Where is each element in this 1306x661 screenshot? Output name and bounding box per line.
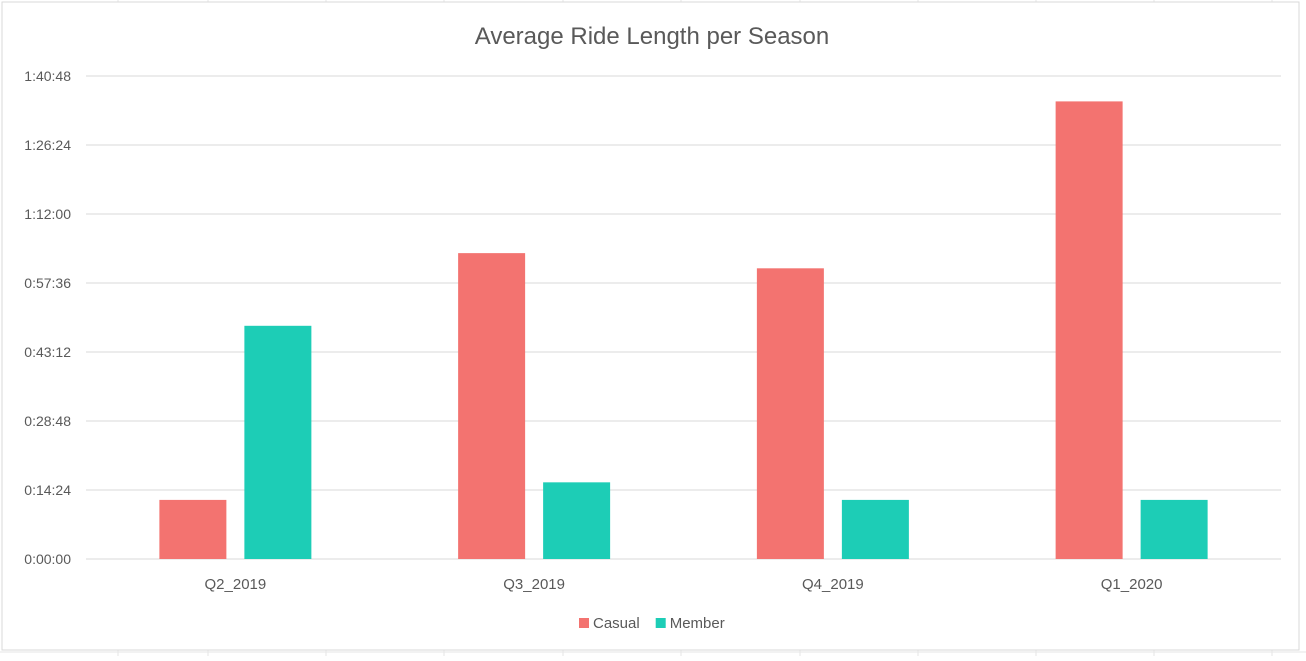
bar-member-q4_2019 [841,499,909,559]
y-tick-label: 0:43:12 [24,344,71,360]
y-tick-label: 1:40:48 [24,68,71,84]
bar-casual-q2_2019 [159,499,227,559]
legend: Casual Member [579,615,725,632]
y-tick-label: 0:57:36 [24,275,71,291]
bar-member-q2_2019 [244,325,312,559]
legend-swatch-member [655,618,666,628]
x-tick-label: Q1_2020 [1101,576,1163,593]
y-tick-label: 0:00:00 [24,551,71,567]
legend-swatch-casual [579,618,589,628]
y-axis-tick-labels: 0:00:00 0:14:24 0:28:48 0:43:12 0:57:36 1:12:… [24,68,71,567]
x-tick-label: Q4_2019 [802,576,864,593]
x-tick-label: Q3_2019 [503,576,565,593]
bar-member-q1_2020 [1140,499,1208,559]
y-tick-label: 1:12:00 [24,206,71,222]
legend-label-casual: Casual [593,615,640,632]
y-tick-label: 1:26:24 [24,137,71,153]
chart-title: Average Ride Length per Season [475,23,829,50]
legend-label-member: Member [670,615,725,632]
bar-casual-q4_2019 [756,268,824,559]
y-tick-label: 0:14:24 [24,482,71,498]
bar-member-q3_2019 [543,482,611,559]
x-axis-tick-labels: Q2_2019 Q3_2019 Q4_2019 Q1_2020 [205,576,1163,593]
y-tick-label: 0:28:48 [24,413,71,429]
x-tick-label: Q2_2019 [205,576,267,593]
bar-casual-q3_2019 [458,253,526,559]
bars [159,101,1208,559]
bar-casual-q1_2020 [1055,101,1123,559]
